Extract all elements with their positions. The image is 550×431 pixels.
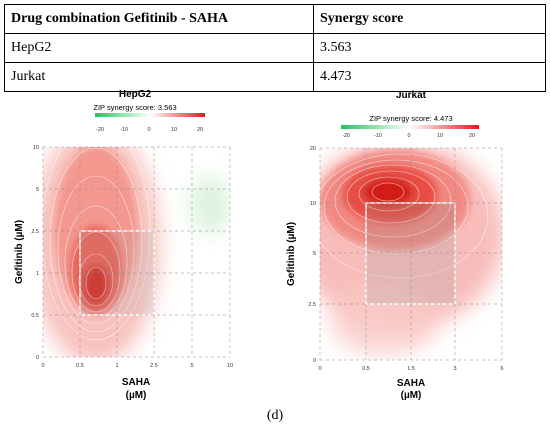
y-tick: 5 — [313, 251, 316, 257]
table-header-row: Drug combination Gefitinib - SAHA Synerg… — [4, 4, 546, 34]
colorbar-tick: 20 — [469, 133, 475, 139]
x-axis-unit: (µM) — [401, 390, 422, 401]
header-synergy-score: Synergy score — [313, 4, 546, 34]
x-tick: 5 — [190, 363, 193, 369]
colorbar-ticks: -20 -10 0 10 20 — [342, 133, 475, 139]
x-tick: 2.5 — [150, 363, 158, 369]
contour-lines — [43, 147, 151, 341]
colorbar-tick: -10 — [374, 133, 382, 139]
x-axis-ticks: 0 0.5 1 2.5 5 10 — [41, 363, 233, 369]
y-tick: 5 — [36, 187, 39, 193]
colorbar-tick: 0 — [407, 133, 410, 139]
colorbar-tick: 10 — [171, 127, 177, 133]
y-tick: 2.5 — [308, 302, 316, 308]
header-drug-combination: Drug combination Gefitinib - SAHA — [4, 4, 314, 34]
grid-lines — [319, 147, 503, 361]
colorbar-tick: -10 — [120, 127, 128, 133]
subfigure-label: (d) — [266, 408, 284, 423]
x-tick: 0.5 — [362, 366, 370, 372]
y-axis-label: Gefitinib (µM) — [286, 222, 297, 286]
y-tick: 0 — [313, 358, 316, 364]
y-tick: 0.5 — [31, 313, 39, 319]
heatmap-surface — [43, 147, 230, 357]
colorbar-tick: 0 — [147, 127, 150, 133]
colorbar-tick: -20 — [96, 127, 104, 133]
y-axis-ticks: 0 2.5 5 10 20 — [308, 146, 316, 364]
y-tick: 0 — [36, 355, 39, 361]
colorbar-tick: 20 — [197, 127, 203, 133]
heatmap-surface — [320, 148, 502, 360]
synergy-score-value: 3.563 — [313, 33, 546, 63]
y-tick: 2.5 — [31, 229, 39, 235]
x-axis-label: SAHA — [122, 377, 150, 388]
highlight-region — [366, 203, 455, 304]
x-tick: 1 — [115, 363, 118, 369]
y-tick: 10 — [310, 201, 316, 207]
chart-subtitle: ZIP synergy score: 4.473 — [369, 114, 452, 123]
table-row: Jurkat 4.473 — [4, 62, 546, 92]
synergy-score-value: 4.473 — [313, 62, 546, 92]
y-axis-label: Gefitinib (µM) — [14, 220, 25, 284]
colorbar-tick: 10 — [437, 133, 443, 139]
y-tick: 10 — [33, 145, 39, 151]
x-tick: 6 — [500, 366, 503, 372]
x-axis-unit: (µM) — [126, 390, 147, 401]
heatmap-jurkat: Jurkat ZIP synergy score: 4.473 -20 -10 … — [286, 90, 504, 401]
synergy-table: Drug combination Gefitinib - SAHA Synerg… — [4, 4, 546, 92]
colorbar-tick: -20 — [342, 133, 350, 139]
x-tick: 0 — [41, 363, 44, 369]
y-axis-ticks: 0 0.5 1 2.5 5 10 — [31, 145, 39, 361]
heatmap-hepg2: HepG2 ZIP synergy score: 3.563 -20 -10 0… — [14, 89, 233, 401]
colorbar-ticks: -20 -10 0 10 20 — [96, 127, 203, 133]
x-tick: 10 — [227, 363, 233, 369]
x-tick: 0.5 — [76, 363, 84, 369]
chart-subtitle: ZIP synergy score: 3.563 — [93, 103, 176, 112]
contour-lines — [320, 153, 489, 279]
colorbar — [341, 125, 479, 129]
chart-title: HepG2 — [119, 89, 152, 100]
grid-lines — [42, 146, 231, 358]
x-tick: 3 — [453, 366, 456, 372]
chart-title: Jurkat — [396, 90, 427, 101]
table-row: HepG2 3.563 — [4, 33, 546, 63]
cell-line-name: Jurkat — [4, 62, 314, 92]
colorbar — [95, 113, 205, 117]
y-tick: 20 — [310, 146, 316, 152]
x-tick: 0 — [318, 366, 321, 372]
x-tick: 1.5 — [407, 366, 415, 372]
x-axis-ticks: 0 0.5 1.5 3 6 — [318, 366, 503, 372]
x-axis-label: SAHA — [397, 378, 425, 389]
y-tick: 1 — [36, 271, 39, 277]
